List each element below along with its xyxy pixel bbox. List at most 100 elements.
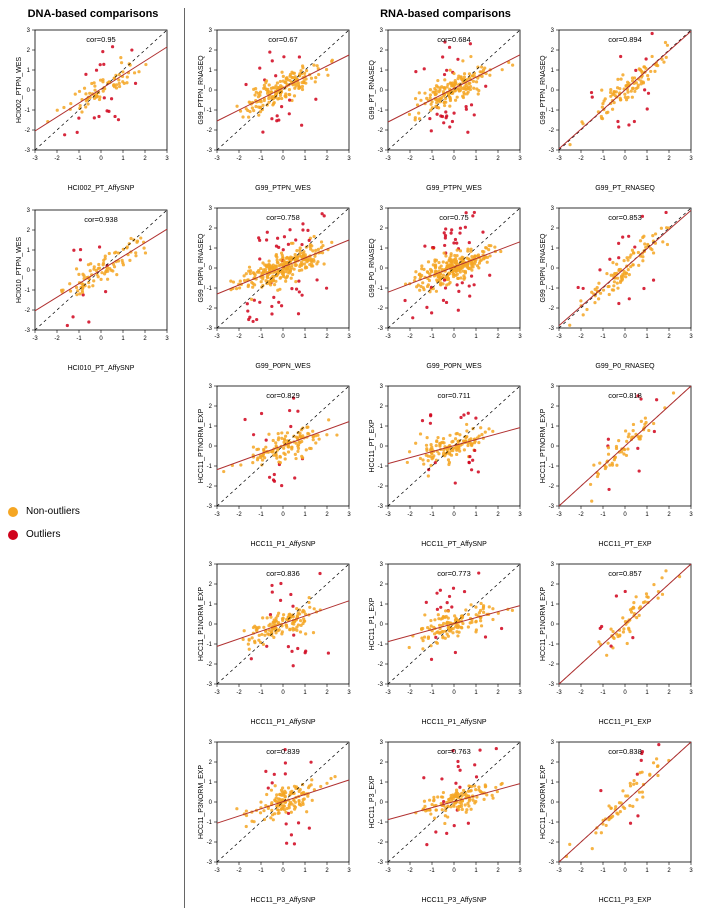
cor-label: cor=0.857 — [608, 569, 642, 578]
svg-text:-1: -1 — [377, 286, 383, 292]
svg-text:-3: -3 — [556, 512, 562, 518]
cor-label: cor=0.684 — [437, 35, 471, 44]
svg-text:-2: -2 — [578, 868, 584, 874]
x-axis-label: HCC11_P1_AffySNP — [250, 541, 315, 548]
svg-text:0: 0 — [379, 622, 383, 628]
plot-cell: -3-3-2-2-1-100112233cor=0.684G99_PTPN_WE… — [362, 24, 529, 196]
x-axis-label: G99_PTPN_WES — [255, 185, 311, 192]
svg-text:0: 0 — [208, 800, 212, 806]
svg-text:0: 0 — [99, 156, 103, 162]
x-axis-label: HCC11_P1_EXP — [598, 719, 651, 726]
svg-text:3: 3 — [689, 512, 693, 518]
y-axis-label: HCC11_PTNORM_EXP — [198, 408, 205, 483]
y-axis-label: HCC11_P1NORM_EXP — [198, 587, 205, 662]
svg-text:2: 2 — [496, 690, 500, 696]
svg-text:-2: -2 — [407, 334, 413, 340]
svg-text:-3: -3 — [548, 504, 554, 510]
plot-cell: -3-3-2-2-1-100112233cor=0.75G99_P0PN_WES… — [362, 202, 529, 374]
svg-text:-1: -1 — [429, 334, 435, 340]
svg-text:0: 0 — [281, 868, 285, 874]
svg-text:1: 1 — [474, 512, 478, 518]
svg-text:-1: -1 — [258, 690, 264, 696]
svg-text:0: 0 — [379, 444, 383, 450]
svg-text:3: 3 — [347, 512, 351, 518]
svg-text:2: 2 — [550, 404, 554, 410]
svg-text:3: 3 — [27, 208, 31, 214]
y-axis-label: HCC11_PTNORM_EXP — [540, 408, 547, 483]
x-axis-label: G99_PT_RNASEQ — [595, 185, 655, 192]
svg-text:-3: -3 — [214, 868, 220, 874]
svg-text:-2: -2 — [407, 868, 413, 874]
svg-text:-2: -2 — [578, 334, 584, 340]
svg-text:1: 1 — [550, 780, 554, 786]
svg-text:3: 3 — [379, 740, 383, 746]
svg-text:1: 1 — [645, 868, 649, 874]
svg-text:0: 0 — [99, 336, 103, 342]
scatter-plot: -3-3-2-2-1-100112233cor=0.773HCC11_P1_Af… — [366, 558, 526, 730]
scatter-plot: -3-3-2-2-1-100112233cor=0.75G99_P0PN_WES… — [366, 202, 526, 374]
scatter-plot: -3-3-2-2-1-100112233cor=0.829HCC11_P1_Af… — [195, 380, 355, 552]
svg-text:-2: -2 — [236, 868, 242, 874]
svg-text:1: 1 — [645, 690, 649, 696]
svg-text:0: 0 — [550, 444, 554, 450]
svg-text:-3: -3 — [548, 682, 554, 688]
scatter-plot: -3-3-2-2-1-100112233cor=0.67G99_PTPN_WES… — [195, 24, 355, 196]
svg-text:2: 2 — [667, 512, 671, 518]
scatter-plot: -3-3-2-2-1-100112233cor=0.857HCC11_P1_EX… — [537, 558, 697, 730]
svg-text:1: 1 — [474, 690, 478, 696]
plot-cell: -3-3-2-2-1-100112233cor=0.67G99_PTPN_WES… — [191, 24, 358, 196]
cor-label: cor=0.836 — [266, 569, 300, 578]
svg-text:-3: -3 — [385, 690, 391, 696]
cor-label: cor=0.818 — [608, 391, 642, 400]
plot-cell: -3-3-2-2-1-100112233cor=0.758G99_P0PN_WE… — [191, 202, 358, 374]
svg-text:0: 0 — [452, 156, 456, 162]
svg-text:0: 0 — [550, 266, 554, 272]
svg-text:-2: -2 — [54, 156, 60, 162]
x-axis-label: HCC11_P3_AffySNP — [421, 897, 486, 904]
scatter-plot: -3-3-2-2-1-100112233cor=0.938HCI010_PT_A… — [13, 204, 173, 376]
svg-text:-3: -3 — [206, 148, 212, 154]
svg-text:2: 2 — [667, 334, 671, 340]
y-axis-label: G99_PT_RNASEQ — [369, 60, 376, 120]
svg-text:2: 2 — [208, 582, 212, 588]
svg-text:2: 2 — [379, 760, 383, 766]
svg-text:-3: -3 — [377, 682, 383, 688]
svg-text:0: 0 — [27, 88, 31, 94]
svg-text:-3: -3 — [385, 868, 391, 874]
svg-text:1: 1 — [27, 248, 31, 254]
cor-label: cor=0.95 — [86, 35, 115, 44]
svg-text:-3: -3 — [377, 504, 383, 510]
svg-text:-2: -2 — [578, 690, 584, 696]
svg-text:3: 3 — [347, 868, 351, 874]
svg-text:-3: -3 — [206, 682, 212, 688]
svg-text:3: 3 — [165, 336, 169, 342]
svg-text:2: 2 — [143, 156, 147, 162]
cor-label: cor=0.75 — [439, 213, 468, 222]
x-axis-label: HCC11_P1_AffySNP — [421, 719, 486, 726]
svg-text:-3: -3 — [548, 326, 554, 332]
svg-text:2: 2 — [208, 404, 212, 410]
scatter-plot: -3-3-2-2-1-100112233cor=0.95HCI002_PT_Af… — [13, 24, 173, 196]
plot-cell: -3-3-2-2-1-100112233cor=0.838HCC11_P3_EX… — [533, 736, 700, 908]
svg-text:1: 1 — [208, 424, 212, 430]
plot-cell: -3-3-2-2-1-100112233cor=0.829HCC11_P1_Af… — [191, 380, 358, 552]
x-axis-label: HCI002_PT_AffySNP — [68, 185, 135, 192]
y-axis-label: HCI002_PTPN_WES — [16, 57, 23, 123]
svg-text:3: 3 — [347, 334, 351, 340]
cor-label: cor=0.773 — [437, 569, 471, 578]
svg-text:-3: -3 — [377, 148, 383, 154]
svg-text:1: 1 — [645, 156, 649, 162]
svg-text:-1: -1 — [429, 868, 435, 874]
svg-text:3: 3 — [689, 868, 693, 874]
cor-label: cor=0.758 — [266, 213, 300, 222]
svg-text:-3: -3 — [206, 326, 212, 332]
divider — [184, 8, 185, 908]
svg-text:-3: -3 — [385, 512, 391, 518]
svg-text:2: 2 — [27, 48, 31, 54]
svg-text:-1: -1 — [600, 512, 606, 518]
svg-text:3: 3 — [550, 384, 554, 390]
svg-text:2: 2 — [143, 336, 147, 342]
svg-text:3: 3 — [550, 740, 554, 746]
svg-text:2: 2 — [379, 582, 383, 588]
svg-text:-3: -3 — [556, 690, 562, 696]
